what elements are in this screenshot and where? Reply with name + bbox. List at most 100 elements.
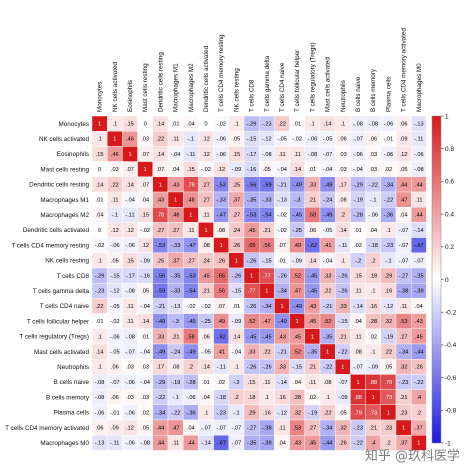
cell-value-label: .01 [309, 167, 317, 173]
cell-value-label: -.08 [308, 152, 318, 158]
cell-value-label: .01 [233, 304, 241, 310]
cell-value-label: -.08 [353, 122, 363, 128]
cell-value-label: -.35 [247, 441, 257, 447]
cell-value-label: .44 [157, 441, 165, 447]
cell-value-label: -.11 [186, 152, 195, 158]
cell-value-label: -.49 [323, 182, 333, 188]
cell-value-label: .22 [96, 304, 104, 310]
cell-value-label: -.47 [216, 213, 226, 219]
cell-value-label: .41 [324, 243, 332, 249]
cell-value-label: -.14 [414, 228, 424, 234]
cell-value-label: .02 [141, 410, 149, 416]
cell-value-label: .05 [385, 365, 393, 371]
cell-value-label: -.26 [247, 365, 257, 371]
cell-value-label: -.04 [140, 304, 150, 310]
cell-value-label: .04 [141, 198, 149, 204]
cell-value-label: .01 [141, 334, 149, 340]
cell-value-label: .05 [141, 426, 149, 432]
cell-value-label: 1 [265, 289, 268, 295]
cell-value-label: .06 [309, 228, 317, 234]
row-label: Neutrophils [57, 364, 89, 371]
cell-value-label: -.12 [277, 410, 287, 416]
cell-value-label: -.1 [233, 410, 240, 416]
cell-value-label: .03 [141, 137, 149, 143]
column-label: T cells CD4 naive [279, 62, 286, 112]
cell-value-label: -.13 [95, 441, 105, 447]
cell-value-label: -.16 [247, 167, 257, 173]
cell-value-label: .23 [385, 426, 393, 432]
cell-value-label: .08 [339, 198, 347, 204]
cell-value-label: -.22 [368, 182, 378, 188]
row-label: Dendritic cells activated [23, 227, 90, 234]
cell-value-label: -.06 [368, 213, 378, 219]
cell-value-label: .24 [233, 228, 241, 234]
cell-value-label: .65 [248, 243, 256, 249]
cell-value-label: .47 [263, 319, 271, 325]
row-label: B cells memory [46, 394, 90, 401]
cell-value-label: -.07 [201, 426, 211, 432]
cell-value-label: .06 [96, 426, 104, 432]
heatmap-cells: 1 .1 .15 0 .14 .01 .04 0 -.02 .1 -.29 -.23 .22 .01 .1.… [91, 115, 427, 451]
cell-value-label: -.12 [262, 137, 272, 143]
cell-value-label: .45 [248, 228, 256, 234]
column-label: T cells regulatory (Tregs) [309, 42, 316, 112]
cell-value-label: 1 [296, 319, 299, 325]
cell-value-label: -.05 [323, 137, 333, 143]
cell-value-label: .26 [233, 243, 241, 249]
cell-value-label: -.02 [95, 243, 105, 249]
row-label: Macrophages M2 [40, 212, 89, 219]
row-label: T cells gamma delta [33, 288, 90, 295]
cell-value-label: .02 [354, 243, 362, 249]
column-label: Mast cells activated [325, 57, 332, 112]
cell-value-label: -.53 [156, 243, 166, 249]
cell-value-label: .12 [202, 152, 210, 158]
cell-value-label: .17 [339, 182, 347, 188]
cell-value-label: -.11 [414, 137, 423, 143]
cell-value-label: .06 [339, 137, 347, 143]
cell-value-label: -.49 [156, 350, 166, 356]
cell-value-label: .18 [248, 395, 256, 401]
cell-value-label: .2 [340, 213, 345, 219]
cell-value-label: .27 [157, 228, 165, 234]
cell-value-label: .04 [369, 228, 377, 234]
cell-value-label: .47 [172, 426, 180, 432]
cell-value-label: -.35 [308, 350, 318, 356]
cell-value-label: .1 [97, 137, 102, 143]
cell-value-label: -.06 [353, 152, 363, 158]
cell-value-label: -.38 [262, 426, 272, 432]
cell-value-label: -.07 [232, 441, 242, 447]
cell-value-label: .05 [263, 167, 271, 173]
cell-value-label: .44 [157, 426, 165, 432]
cell-value-label: .33 [324, 274, 332, 280]
cell-value-label: .08 [202, 243, 210, 249]
cell-value-label: -.09 [292, 258, 302, 264]
cell-value-label: -.27 [399, 274, 409, 280]
cell-value-label: -.45 [308, 289, 318, 295]
cell-value-label: -.26 [247, 258, 257, 264]
cell-value-label: -.34 [323, 426, 333, 432]
cell-value-label: -.29 [353, 182, 363, 188]
cell-value-label: .05 [233, 137, 241, 143]
cell-value-label: -.08 [125, 334, 135, 340]
cell-value-label: -.33 [216, 198, 226, 204]
cell-value-label: .03 [369, 167, 377, 173]
cell-value-label: .27 [202, 198, 210, 204]
cell-value-label: .02 [217, 380, 225, 386]
cell-value-label: -.23 [95, 289, 105, 295]
cell-value-label: 1 [113, 137, 116, 143]
column-label: Macrophages M2 [188, 63, 195, 112]
cell-value-label: -.11 [110, 441, 119, 447]
cell-value-label: .45 [309, 441, 317, 447]
cell-value-label: .15 [96, 152, 104, 158]
cell-value-label: .48 [172, 213, 180, 219]
cell-value-label: .26 [415, 365, 423, 371]
cell-value-label: -.1 [172, 395, 179, 401]
cell-value-label: .4 [416, 395, 421, 401]
cell-value-label: -.49 [277, 319, 287, 325]
cell-value-label: -.14 [277, 380, 287, 386]
cell-value-label: -.04 [232, 350, 242, 356]
cell-value-label: 1 [326, 350, 329, 356]
cell-value-label: -.19 [384, 334, 394, 340]
cell-value-label: -.02 [140, 228, 150, 234]
cell-value-label: 1 [311, 334, 314, 340]
